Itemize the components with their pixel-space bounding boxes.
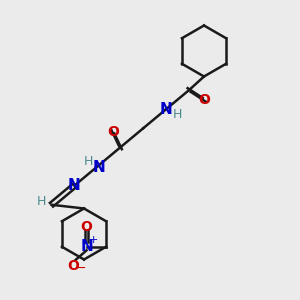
Text: H: H bbox=[173, 108, 182, 121]
Text: H: H bbox=[36, 195, 46, 208]
Text: N: N bbox=[80, 239, 93, 254]
Text: +: + bbox=[88, 235, 98, 245]
Text: N: N bbox=[68, 178, 81, 193]
Text: H: H bbox=[84, 155, 93, 169]
Text: O: O bbox=[198, 93, 210, 107]
Text: N: N bbox=[92, 160, 105, 175]
Text: −: − bbox=[76, 262, 86, 275]
Text: O: O bbox=[81, 220, 92, 234]
Text: O: O bbox=[107, 125, 119, 139]
Text: O: O bbox=[68, 259, 80, 273]
Text: N: N bbox=[160, 102, 172, 117]
